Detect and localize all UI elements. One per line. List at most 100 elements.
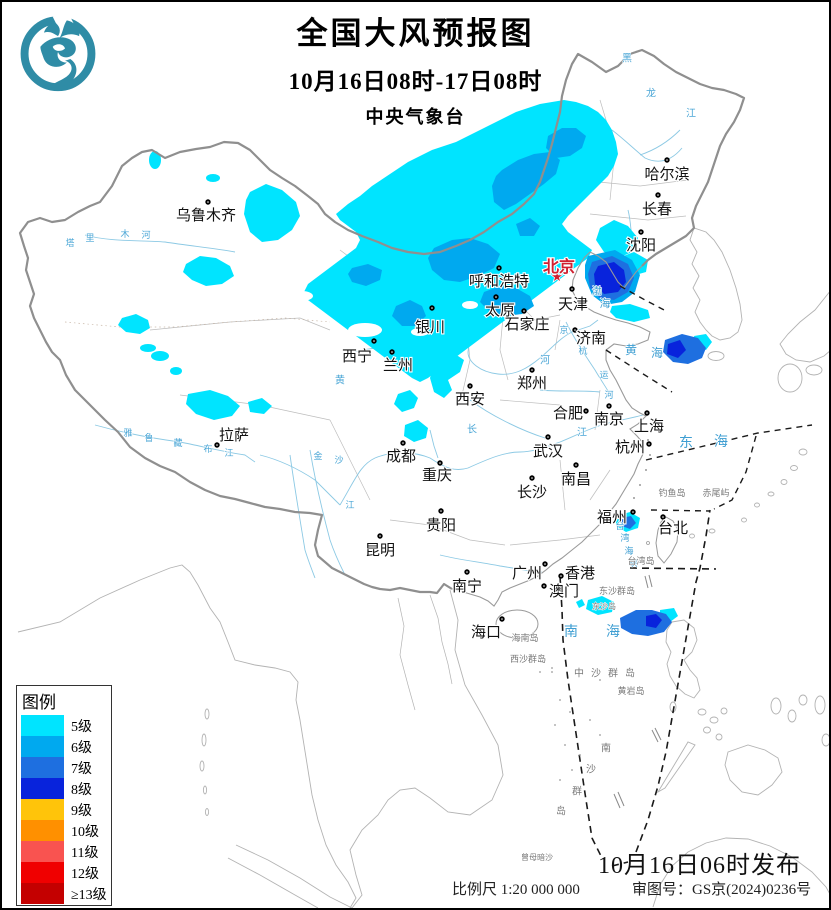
city-label: 济南 <box>576 330 606 347</box>
city-label: 太原 <box>485 302 515 319</box>
city-dot <box>569 286 575 292</box>
city-dot <box>493 294 499 300</box>
city-dot <box>646 441 652 447</box>
city-label: 哈尔滨 <box>644 166 689 183</box>
city-dot <box>429 305 435 311</box>
city-label: 西安 <box>455 391 485 408</box>
river-label: 龙 <box>646 87 656 100</box>
wind-area-gaps <box>291 291 478 337</box>
island-label: 中沙群岛 <box>574 667 642 680</box>
river-labels: 黑龙江塔里木河雅鲁藏布 江黄河长 江金 沙江京杭运河 <box>65 52 697 511</box>
city-label: 银川 <box>415 319 445 336</box>
legend-swatch <box>21 820 64 841</box>
city-dot <box>437 460 443 466</box>
legend-swatch <box>21 862 64 883</box>
city-label: 兰州 <box>383 357 413 374</box>
river-label: 河 <box>604 389 613 400</box>
sea-label: 台 <box>615 520 624 531</box>
city-dot <box>438 508 444 514</box>
city-dot <box>583 408 589 414</box>
legend-label: 9级 <box>71 803 92 819</box>
legend-swatch <box>21 883 64 904</box>
city-label: 南京 <box>594 411 624 428</box>
city-dot <box>464 569 470 575</box>
river-label: 河 <box>540 355 550 367</box>
city-dot <box>655 192 661 198</box>
city-label: 长春 <box>642 201 672 218</box>
city-dot <box>573 462 579 468</box>
capital-star-icon: ★ <box>551 269 563 284</box>
legend-label: 6级 <box>71 740 92 756</box>
city-label: 杭州 <box>615 439 645 456</box>
city-label: 乌鲁木齐 <box>176 207 236 224</box>
river-label: 江 <box>577 427 587 439</box>
legend-label: 5级 <box>71 719 92 735</box>
island-label: 台湾岛 <box>627 555 654 566</box>
river-label: 布 <box>203 443 212 454</box>
city-dot <box>542 561 548 567</box>
sea-label: 海 <box>651 345 663 360</box>
city-label: 呼和浩特 <box>469 273 529 290</box>
river-label: 黄 <box>335 374 345 387</box>
city-dot <box>496 265 502 271</box>
wind-area-level5 <box>118 100 712 622</box>
island-label: 沙 <box>586 764 596 776</box>
city-label: 台北 <box>658 520 688 537</box>
island-label: 岛 <box>556 805 566 818</box>
cma-dragon-icon <box>20 13 96 92</box>
city-dot <box>467 383 473 389</box>
publish-time: 10月16日06时发布 <box>598 853 801 879</box>
river-label: 雅 <box>123 427 132 438</box>
city-dot <box>529 367 535 373</box>
river-label: 长 <box>467 424 477 436</box>
island-label: 黄岩岛 <box>617 685 644 696</box>
legend-label: 11级 <box>71 845 99 861</box>
river-label: 杭 <box>578 345 587 356</box>
rivers <box>84 129 683 579</box>
legend-item: 7级 <box>17 757 111 778</box>
island-label: 西沙群岛 <box>510 653 546 664</box>
city-label: 广州 <box>512 565 542 582</box>
island-label: 群 <box>572 785 582 798</box>
river-label: 沙 <box>334 455 343 465</box>
legend-label: ≥13级 <box>71 887 107 903</box>
river-label: 鲁 <box>144 432 153 443</box>
sea-label: 湾 <box>620 532 629 543</box>
city-dot <box>541 583 547 589</box>
city-dot <box>529 475 535 481</box>
city-dot <box>377 533 383 539</box>
sea-label: 海 <box>714 434 728 450</box>
capital-label: 北京 <box>543 257 575 276</box>
island-label: 东沙群岛 <box>599 585 635 596</box>
legend-item: 10级 <box>17 820 111 841</box>
sea-label: 海 <box>600 296 611 310</box>
legend-item: 8级 <box>17 778 111 799</box>
river-label: 江 <box>686 108 696 120</box>
sea-label: 峡 <box>628 557 637 568</box>
city-label: 南宁 <box>452 578 482 595</box>
legend-swatch <box>21 799 64 820</box>
map-scale: 比例尺 1:20 000 000 <box>452 882 580 898</box>
island-label: 东沙岛 <box>592 601 616 611</box>
island-label: 赤尾屿 <box>702 488 729 498</box>
maritime-dashed-lines <box>559 285 813 867</box>
legend-item: ≥13级 <box>17 883 111 904</box>
legend-label: 8级 <box>71 782 92 798</box>
legend-item: 9级 <box>17 799 111 820</box>
city-dot <box>205 199 211 205</box>
legend-swatch <box>21 841 64 862</box>
wind-area-level8 <box>594 262 686 628</box>
approval-number: 审图号：GS京(2024)0236号 <box>632 882 812 898</box>
city-label: 郑州 <box>517 375 547 392</box>
river-label: 藏 <box>173 437 182 448</box>
city-label: 福州 <box>597 509 627 526</box>
city-label: 上海 <box>634 418 664 435</box>
sea-label: 海 <box>624 545 633 556</box>
city-dot <box>389 349 395 355</box>
city-dot <box>400 440 406 446</box>
china-outline <box>18 48 746 639</box>
city-dot <box>214 442 220 448</box>
city-dot <box>371 338 377 344</box>
river-label: 塔 <box>65 237 74 248</box>
